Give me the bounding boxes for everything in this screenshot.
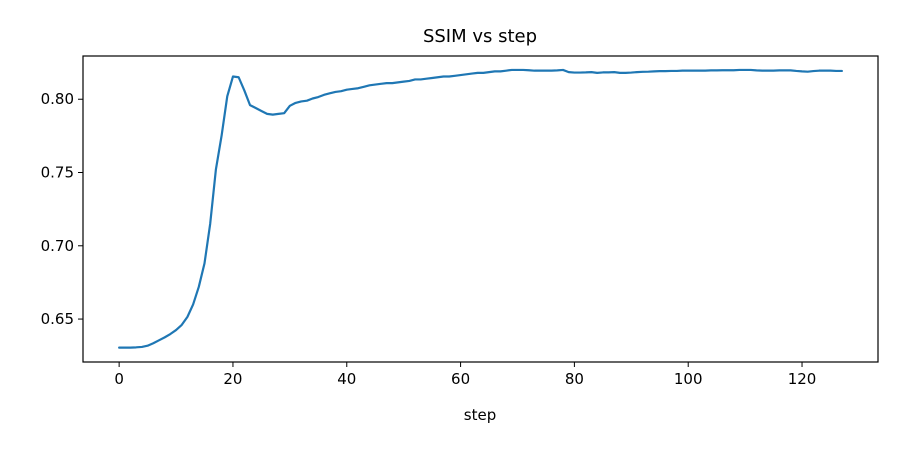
x-tick-label: 40 xyxy=(337,370,356,388)
x-tick-label: 100 xyxy=(674,370,703,388)
axes-frame xyxy=(82,55,879,363)
y-axis: 0.65 0.70 0.75 0.80 xyxy=(41,90,83,328)
y-tick-label: 0.80 xyxy=(41,90,74,108)
y-tick-label: 0.65 xyxy=(41,310,74,328)
plot-area xyxy=(118,68,843,349)
chart-title: SSIM vs step xyxy=(423,26,537,47)
x-tick-label: 0 xyxy=(114,370,124,388)
x-tick-label: 60 xyxy=(451,370,470,388)
ssim-series-line xyxy=(118,68,843,349)
x-axis: 0 20 40 60 80 100 120 xyxy=(114,362,816,388)
y-tick-label: 0.70 xyxy=(41,237,74,255)
x-tick-label: 120 xyxy=(788,370,817,388)
y-tick-label: 0.75 xyxy=(41,164,74,182)
x-axis-label: step xyxy=(464,406,496,424)
x-tick-label: 20 xyxy=(223,370,242,388)
x-tick-label: 80 xyxy=(565,370,584,388)
